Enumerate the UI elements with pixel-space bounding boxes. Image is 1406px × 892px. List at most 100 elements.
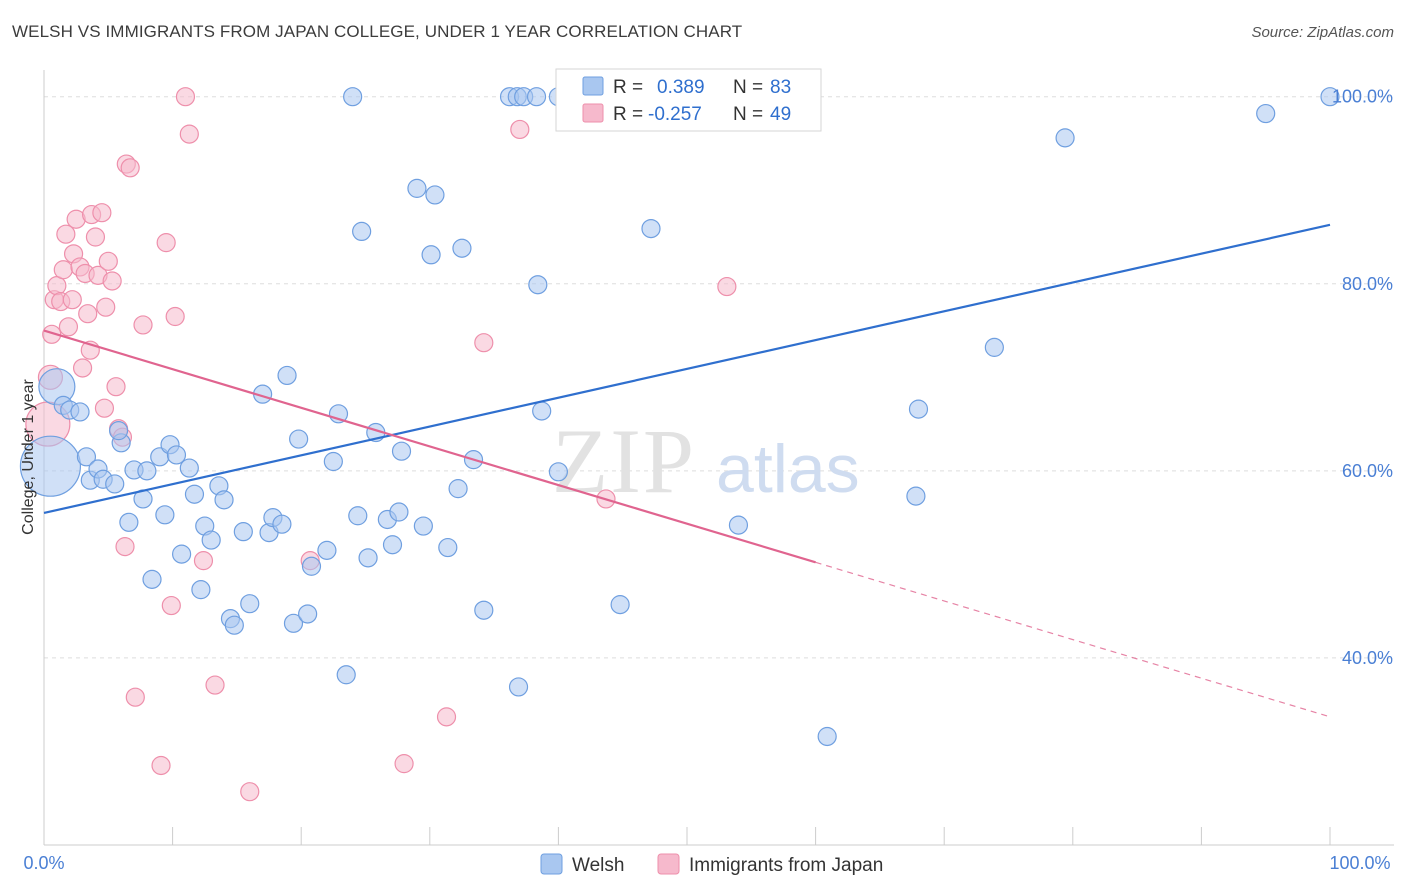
welsh-legend-swatch [582,76,604,96]
japan-n-label: N = [733,104,763,125]
welsh-point [1055,128,1075,148]
welsh-point [817,726,837,747]
japan-point [98,251,118,271]
welsh-point [610,595,630,615]
japan-point [133,315,153,335]
welsh-point [76,447,97,467]
welsh-point [301,556,322,576]
japan-point [92,203,112,223]
welsh-point [906,486,926,506]
welsh-point [166,445,187,465]
welsh-point [277,365,297,386]
japan-point [106,377,126,397]
welsh-r-value: 0.389 [657,77,705,98]
welsh-point [389,502,409,522]
japan-point [53,260,73,280]
japan-n-value: 49 [770,104,791,125]
japan-point [179,124,199,144]
welsh-point [413,516,433,536]
welsh-point [201,530,221,550]
welsh-point [728,515,749,535]
y-tick-labels: 40.0% 60.0% 80.0% 100.0% [1332,87,1393,668]
welsh-point [272,514,292,534]
japan-point [96,297,116,317]
japan-point [193,551,214,571]
japan-point [62,290,82,310]
welsh-point [641,218,661,239]
welsh-point [425,185,445,205]
japan-point [115,537,135,557]
japan-r-label: R = [613,104,643,125]
welsh-point [298,604,318,624]
welsh-point [224,615,244,635]
japan-point [56,224,76,244]
japan-point [78,304,98,324]
welsh-point [382,535,403,555]
series-legend: Welsh Immigrants from Japan [540,853,883,876]
japan-trend-line [43,329,816,564]
japan-point [42,324,62,344]
y-tick-label: 100.0% [1332,87,1393,107]
welsh-point [240,594,260,614]
welsh-point [526,87,547,107]
welsh-point [984,337,1004,357]
welsh-point [908,399,929,419]
welsh-point [1320,87,1340,107]
welsh-point [19,435,82,497]
welsh-point [1256,103,1276,124]
welsh-bottom-swatch [540,853,563,875]
welsh-point [358,548,378,568]
welsh-point [448,479,468,499]
japan-r-value: -0.257 [648,104,702,125]
welsh-point [105,474,125,494]
welsh-point [283,613,304,633]
japan-point [394,754,414,774]
japan-point [58,317,79,337]
welsh-point [317,540,337,560]
japan-point [165,306,185,327]
y-tick-label: 40.0% [1342,648,1393,668]
japan-point [717,276,737,297]
japan-point [72,358,93,378]
japan-point [156,233,176,253]
welsh-point [474,600,494,620]
watermark-atlas: atlas [716,431,860,507]
welsh-point [508,677,529,697]
welsh-point [352,221,372,241]
watermark-zip: ZIP [552,410,696,512]
welsh-point [343,87,363,107]
welsh-point [179,458,199,478]
welsh-point [391,441,412,461]
welsh-point [119,512,139,532]
japan-point [47,276,67,296]
welsh-point [142,569,162,589]
japan-point [474,333,494,353]
welsh-n-label: N = [733,77,763,98]
japan-point [102,271,122,291]
watermark: ZIP atlas [552,410,860,512]
x-tick-label-max: 100.0% [1329,853,1390,873]
welsh-point [421,245,441,265]
japan-point [436,707,457,727]
welsh-point [336,665,356,685]
welsh-r-label: R = [613,77,643,98]
japan-trend-line-extension [815,561,1331,718]
y-tick-label: 80.0% [1342,274,1393,294]
japan-legend-label: Immigrants from Japan [689,855,883,876]
welsh-point [438,537,458,558]
x-tick-labels: 0.0% 100.0% [23,853,1390,873]
x-ticks [43,827,1331,845]
welsh-point [155,505,175,525]
y-axis-label: College, Under 1 year [20,379,37,535]
trend-lines [43,223,1331,718]
welsh-point [289,429,309,449]
welsh-point [548,462,569,482]
welsh-point [348,506,368,526]
welsh-point [528,275,548,295]
welsh-point [184,484,205,504]
x-tick-label-min: 0.0% [23,853,64,873]
japan-point [161,595,181,616]
chart-title: WELSH VS IMMIGRANTS FROM JAPAN COLLEGE, … [12,22,743,41]
welsh-point [452,238,472,258]
